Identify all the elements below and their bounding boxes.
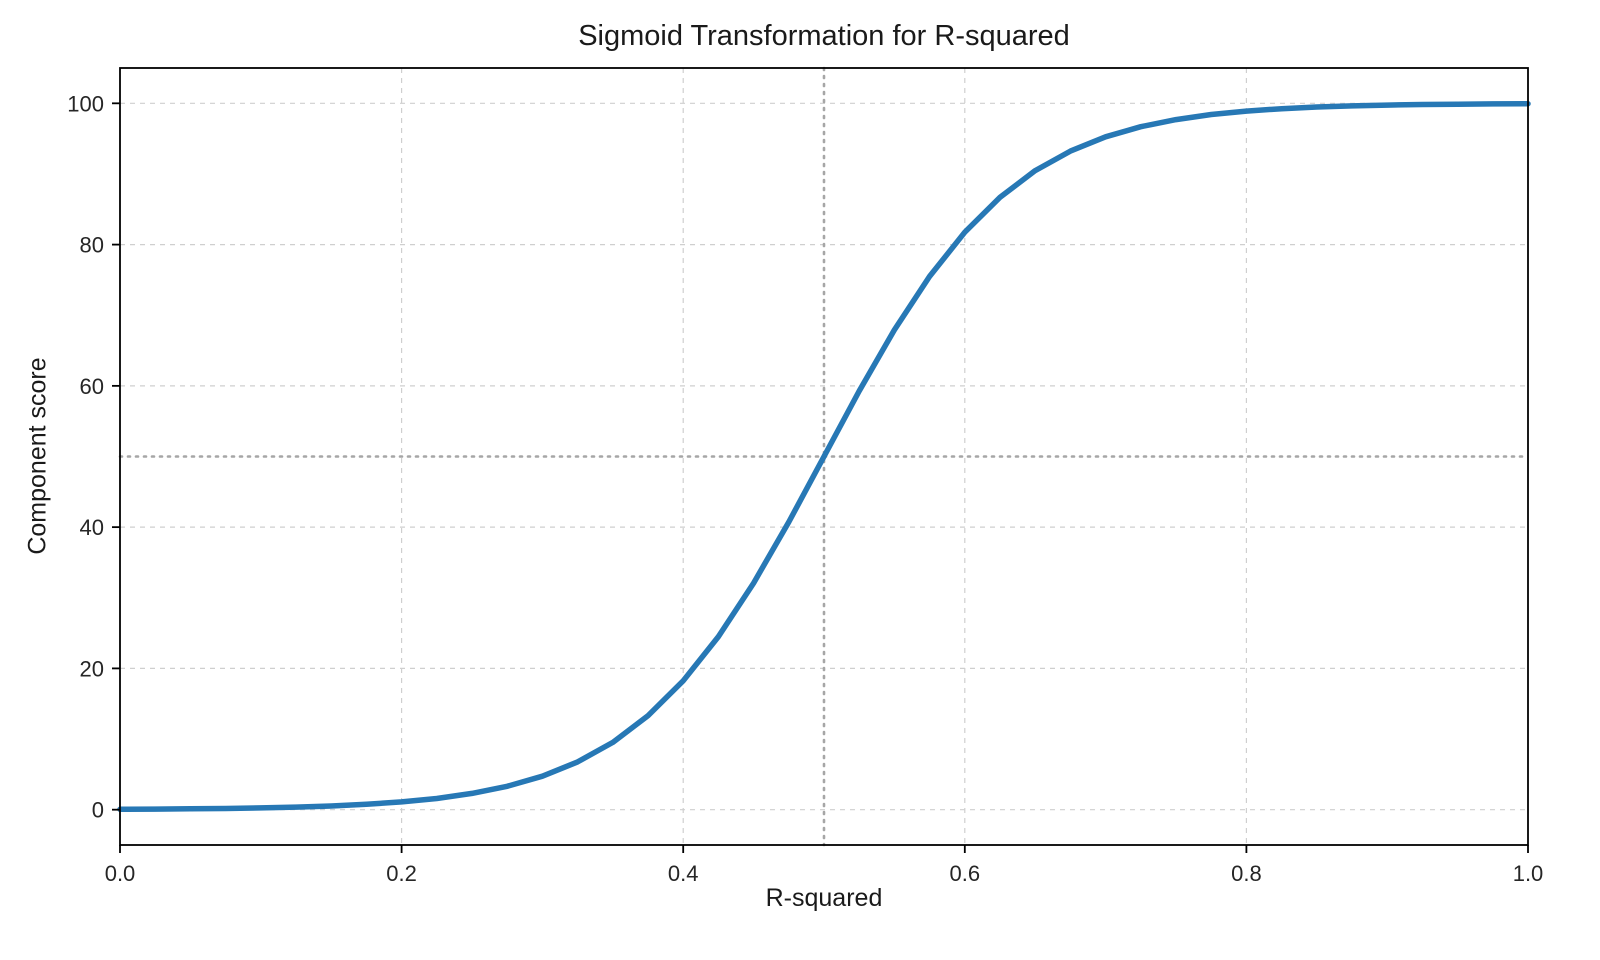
y-tick-label: 0 (92, 798, 104, 823)
x-axis-label: R-squared (765, 884, 883, 912)
y-tick-label: 40 (80, 515, 104, 540)
x-tick-label: 0.8 (1231, 861, 1262, 886)
x-tick-label: 0.4 (668, 861, 699, 886)
sigmoid-curve (117, 100, 1531, 813)
axes-frame (119, 67, 1529, 846)
y-tick-label: 80 (80, 233, 104, 258)
x-tick-label: 0.0 (105, 861, 136, 886)
x-tick-label: 1.0 (1513, 861, 1544, 886)
y-tick-label: 60 (80, 374, 104, 399)
y-tick-label: 20 (80, 656, 104, 681)
y-tick-label: 100 (67, 91, 104, 116)
chart-title: Sigmoid Transformation for R-squared (578, 20, 1070, 52)
x-tick-label: 0.6 (950, 861, 981, 886)
x-tick-label: 0.2 (386, 861, 417, 886)
